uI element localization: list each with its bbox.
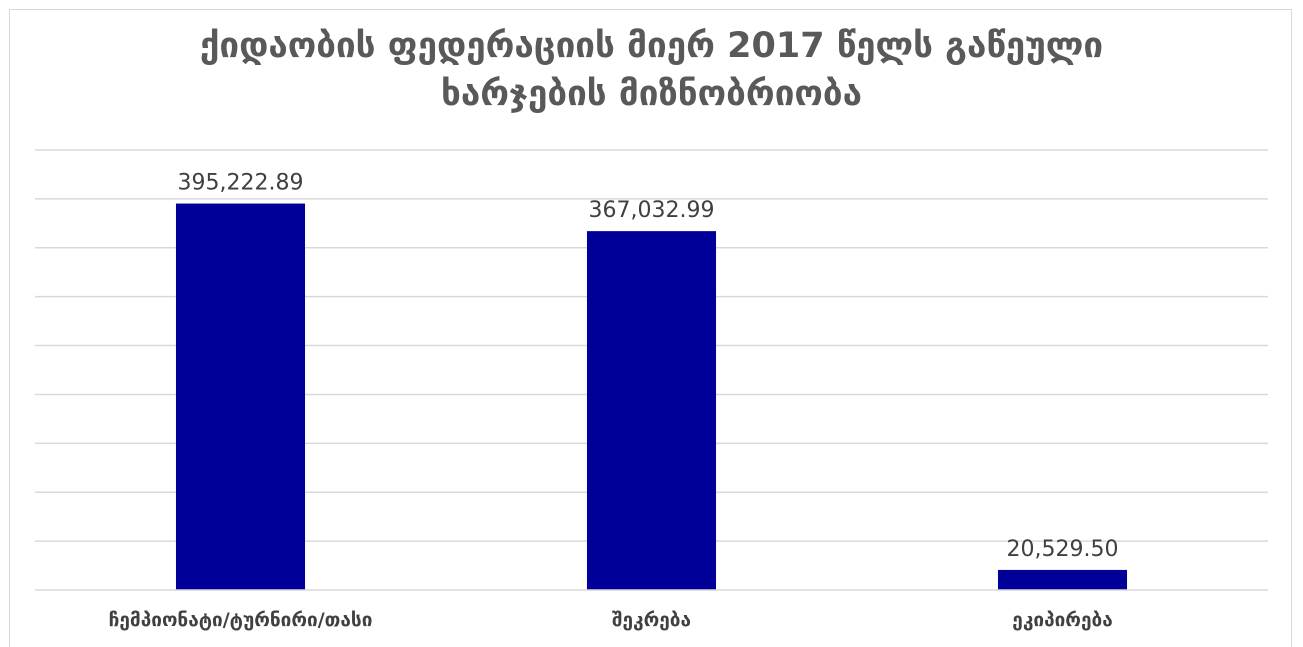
x-tick-labels: ჩემპიონატი/ტურნირი/თასი შეკრება ეკიპირება: [109, 609, 1113, 631]
x-tick-label-1: ჩემპიონატი/ტურნირი/თასი: [109, 609, 373, 631]
chart-title-line-1: ქიდაობის ფედერაციის მიერ 2017 წელს გაწეუ…: [199, 26, 1104, 66]
x-tick-label-3: ეკიპირება: [1012, 609, 1112, 631]
data-labels: 395,222.89 367,032.99 20,529.50: [178, 171, 1119, 562]
bar-2: [586, 231, 717, 590]
bar-3: [997, 569, 1128, 590]
chart-title-line-2: ხარჯების მიზნობრიობა: [440, 74, 863, 114]
data-label-1: 395,222.89: [178, 171, 304, 196]
bars: [175, 203, 1128, 590]
bar-1: [175, 203, 306, 590]
data-label-3: 20,529.50: [1007, 537, 1119, 562]
chart-title: ქიდაობის ფედერაციის მიერ 2017 წელს გაწეუ…: [0, 22, 1303, 118]
data-label-2: 367,032.99: [589, 198, 715, 223]
x-tick-label-2: შეკრება: [612, 609, 691, 631]
